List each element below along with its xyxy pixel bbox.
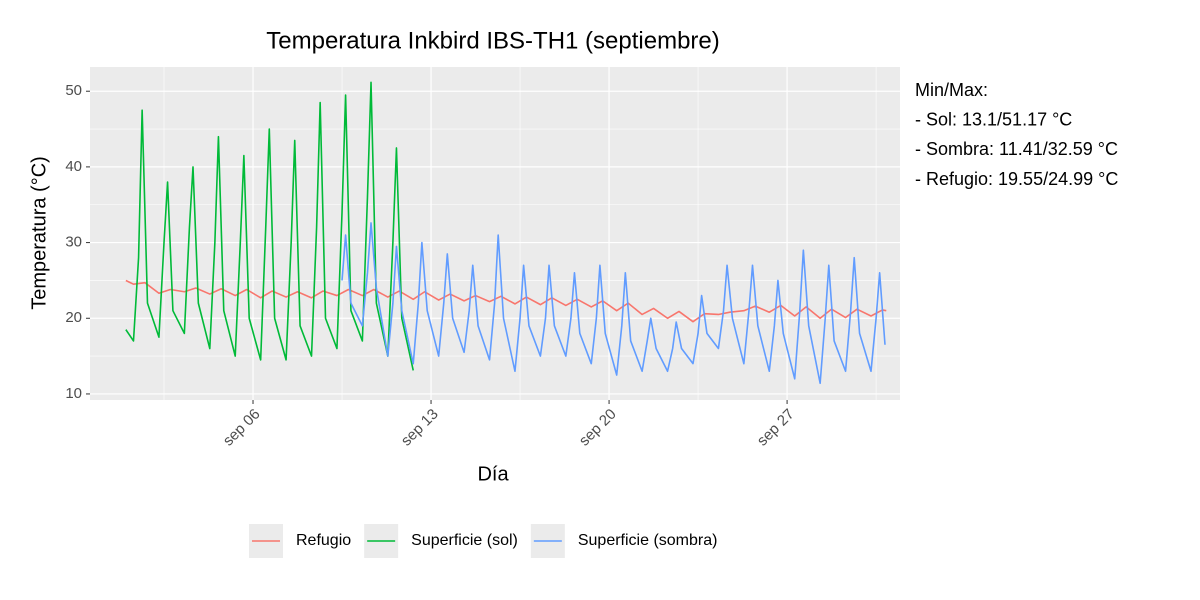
x-axis-label: Día: [477, 463, 509, 485]
annotation: Min/Max:: [915, 80, 988, 100]
y-tick-label: 40: [65, 158, 82, 175]
y-axis-label: Temperatura (°C): [28, 156, 50, 310]
y-tick-label: 50: [65, 82, 82, 99]
annotation: - Sol: 13.1/51.17 °C: [915, 109, 1072, 129]
legend-label: Superficie (sol): [411, 532, 518, 549]
series-line: [341, 222, 886, 385]
series-line: [125, 81, 415, 371]
annotation: - Refugio: 19.55/24.99 °C: [915, 169, 1118, 189]
y-tick-label: 30: [65, 234, 82, 251]
plot-panel: [90, 67, 900, 400]
annotation: - Sombra: 11.41/32.59 °C: [915, 139, 1118, 159]
legend-label: Superficie (sombra): [578, 532, 718, 549]
chart-title: Temperatura Inkbird IBS-TH1 (septiembre): [266, 27, 720, 54]
y-tick-label: 10: [65, 385, 82, 402]
y-tick-label: 20: [65, 309, 82, 326]
legend-label: Refugio: [296, 532, 351, 549]
